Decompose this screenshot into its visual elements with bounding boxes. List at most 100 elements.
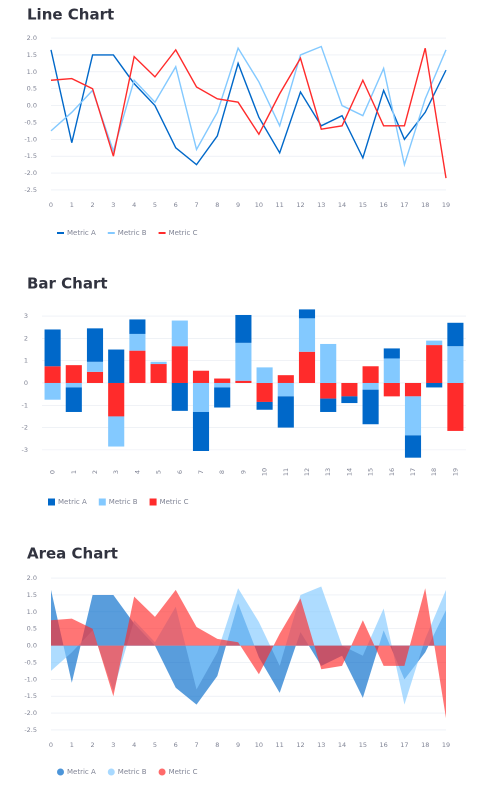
y-tick-label: 0 [24,379,28,387]
x-tick-label: 1 [70,470,78,474]
x-tick-label: 12 [303,468,311,476]
area [51,589,446,705]
y-tick-label: -1.5 [24,692,37,700]
x-tick-label: 3 [111,741,115,749]
x-tick-label: 9 [236,201,240,209]
y-tick-label: -0.5 [24,118,37,126]
y-tick-label: -1.5 [24,152,37,160]
x-tick-label: 14 [345,468,353,476]
bar [86,361,104,372]
x-tick-label: 19 [451,468,459,476]
x-tick-label: 13 [324,468,332,476]
x-tick-label: 0 [49,470,57,474]
x-tick-label: 11 [282,468,290,476]
x-tick-label: 15 [359,741,367,749]
bar [404,435,422,458]
bar [320,398,337,412]
x-tick-label: 15 [359,201,367,209]
x-tick-label: 7 [194,741,198,749]
bar [171,320,188,347]
x-tick-label: 1 [70,741,74,749]
y-tick-label: -2.5 [24,726,37,734]
bar [235,380,252,383]
legend-label: Metric C [169,768,198,776]
bar [404,396,422,436]
chart-title: Line Chart [27,6,114,24]
y-tick-label: 0.5 [27,85,37,93]
legend-label: Metric B [118,229,147,237]
x-tick-label: 6 [174,741,178,749]
bar [277,396,294,428]
bar [86,328,104,362]
x-tick-label: 16 [379,741,387,749]
bar [108,416,125,447]
legend-label: Metric B [109,498,138,506]
x-tick-label: 7 [194,201,198,209]
bar [256,401,273,410]
chart-title: Area Chart [27,545,118,563]
y-tick-label: 1.5 [27,51,37,59]
y-tick-label: 0.5 [27,625,37,633]
x-tick-label: 18 [430,468,438,476]
bar [383,382,400,397]
y-tick-label: 1 [24,357,28,365]
x-tick-label: 19 [442,201,450,209]
x-tick-label: 8 [215,201,219,209]
line [50,49,447,166]
legend-swatch [57,768,64,776]
x-tick-label: 14 [338,201,346,209]
bar [150,364,167,383]
x-tick-label: 12 [296,741,304,749]
bar [171,382,188,411]
legend-swatch [107,768,115,776]
x-tick-label: 15 [367,468,375,476]
bar [235,342,252,381]
x-tick-label: 10 [261,468,269,476]
bar [192,411,210,451]
bar [298,351,316,383]
y-tick-label: -1 [22,401,28,409]
y-tick-label: 2.0 [27,574,37,582]
bar [298,318,316,352]
legend-swatch [158,768,166,776]
x-tick-label: 17 [409,468,417,476]
bar [235,314,252,343]
x-tick-label: 16 [379,201,387,209]
bar [129,350,146,383]
bar [129,333,146,351]
bar [256,382,273,402]
bar [341,396,358,404]
legend-swatch [149,498,157,506]
x-tick-label: 8 [218,470,226,474]
bar [447,346,464,383]
area [51,588,446,719]
bar [171,346,188,383]
y-tick-label: -2.0 [24,709,37,717]
legend-label: Metric B [118,768,147,776]
x-tick-label: 1 [70,201,74,209]
x-tick-label: 5 [155,470,163,474]
y-tick-label: -3 [22,446,28,454]
y-tick-label: 0.0 [27,642,37,650]
bar [65,382,82,388]
x-tick-label: 4 [132,201,136,209]
bar [362,366,379,383]
x-tick-label: 4 [132,741,136,749]
legend-label: Metric A [58,498,87,506]
bar [447,382,464,431]
legend-label: Metric C [160,498,189,506]
bar [277,382,294,397]
bar [108,382,125,417]
bar [404,382,422,397]
legend-label: Metric C [169,229,198,237]
bar [426,340,443,346]
y-tick-label: 3 [24,312,28,320]
bar [192,370,210,383]
y-tick-label: 1.0 [27,68,37,76]
bar [320,382,337,399]
y-tick-label: 1.0 [27,608,37,616]
x-tick-label: 0 [49,741,53,749]
bar [426,345,443,383]
legend-swatch [98,498,106,506]
